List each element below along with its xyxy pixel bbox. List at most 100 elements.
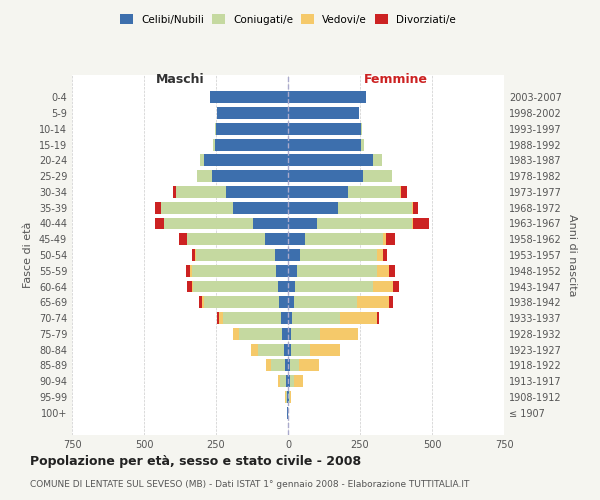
Bar — [251, 344, 288, 355]
Bar — [288, 154, 382, 166]
Bar — [196, 249, 288, 261]
Bar — [200, 154, 288, 166]
Bar — [288, 360, 290, 372]
Bar — [288, 107, 359, 119]
Bar — [288, 344, 340, 355]
Bar — [288, 154, 382, 166]
Bar — [193, 280, 288, 292]
Bar — [288, 265, 377, 276]
Legend: Celibi/Nubili, Coniugati/e, Vedovi/e, Divorziati/e: Celibi/Nubili, Coniugati/e, Vedovi/e, Di… — [116, 10, 460, 29]
Bar — [195, 249, 288, 261]
Bar — [286, 391, 288, 403]
Bar — [288, 312, 292, 324]
Bar — [288, 234, 383, 245]
Bar — [210, 92, 288, 103]
Bar — [288, 234, 305, 245]
Bar — [253, 218, 288, 230]
Bar — [288, 391, 290, 403]
Bar — [288, 391, 289, 403]
Bar — [288, 280, 373, 292]
Bar — [288, 312, 377, 324]
Bar — [288, 360, 319, 372]
Bar — [288, 360, 299, 372]
Bar — [288, 202, 412, 213]
Bar — [288, 312, 340, 324]
Bar — [288, 107, 359, 119]
Bar — [288, 123, 362, 134]
Bar — [173, 186, 288, 198]
Bar — [285, 391, 288, 403]
Bar — [191, 265, 288, 276]
Bar — [215, 138, 288, 150]
Bar — [288, 376, 295, 387]
Bar — [277, 265, 288, 276]
Bar — [197, 170, 288, 182]
Bar — [176, 186, 288, 198]
Bar — [164, 218, 288, 230]
Bar — [288, 328, 320, 340]
Bar — [288, 123, 361, 134]
Bar — [288, 296, 294, 308]
Bar — [288, 328, 358, 340]
Bar — [288, 202, 418, 213]
Bar — [155, 218, 288, 230]
Y-axis label: Fasce di età: Fasce di età — [23, 222, 33, 288]
Bar — [288, 234, 386, 245]
Bar — [179, 234, 288, 245]
Bar — [281, 312, 288, 324]
Bar — [288, 92, 366, 103]
Bar — [288, 92, 366, 103]
Bar — [278, 280, 288, 292]
Bar — [288, 218, 412, 230]
Text: Maschi: Maschi — [155, 73, 205, 86]
Bar — [288, 154, 382, 166]
Bar — [288, 265, 296, 276]
Bar — [239, 328, 288, 340]
Bar — [265, 234, 288, 245]
Text: COMUNE DI LENTATE SUL SEVESO (MB) - Dati ISTAT 1° gennaio 2008 - Elaborazione TU: COMUNE DI LENTATE SUL SEVESO (MB) - Dati… — [30, 480, 469, 489]
Bar — [288, 376, 303, 387]
Bar — [187, 234, 288, 245]
Bar — [213, 138, 288, 150]
Bar — [210, 92, 288, 103]
Bar — [266, 360, 288, 372]
Bar — [288, 344, 291, 355]
Bar — [215, 123, 288, 134]
Bar — [288, 249, 299, 261]
Bar — [223, 312, 288, 324]
Bar — [288, 296, 393, 308]
Bar — [288, 218, 429, 230]
Bar — [288, 376, 290, 387]
Bar — [285, 391, 288, 403]
Bar — [288, 234, 395, 245]
Bar — [258, 344, 288, 355]
Bar — [288, 154, 373, 166]
Bar — [288, 170, 392, 182]
Bar — [288, 344, 340, 355]
Bar — [213, 138, 288, 150]
Bar — [288, 280, 295, 292]
Bar — [191, 249, 288, 261]
Bar — [161, 202, 288, 213]
Bar — [197, 170, 288, 182]
Bar — [164, 218, 288, 230]
Bar — [288, 391, 291, 403]
Bar — [199, 296, 288, 308]
Bar — [285, 360, 288, 372]
Bar — [288, 249, 383, 261]
Bar — [251, 344, 288, 355]
Bar — [288, 138, 364, 150]
Bar — [278, 376, 288, 387]
Bar — [190, 265, 288, 276]
Bar — [284, 344, 288, 355]
Bar — [210, 92, 288, 103]
Bar — [288, 249, 388, 261]
Bar — [271, 360, 288, 372]
Bar — [288, 202, 413, 213]
Bar — [217, 312, 288, 324]
Bar — [200, 154, 288, 166]
Bar — [288, 170, 392, 182]
Bar — [288, 202, 338, 213]
Bar — [288, 170, 392, 182]
Y-axis label: Anni di nascita: Anni di nascita — [567, 214, 577, 296]
